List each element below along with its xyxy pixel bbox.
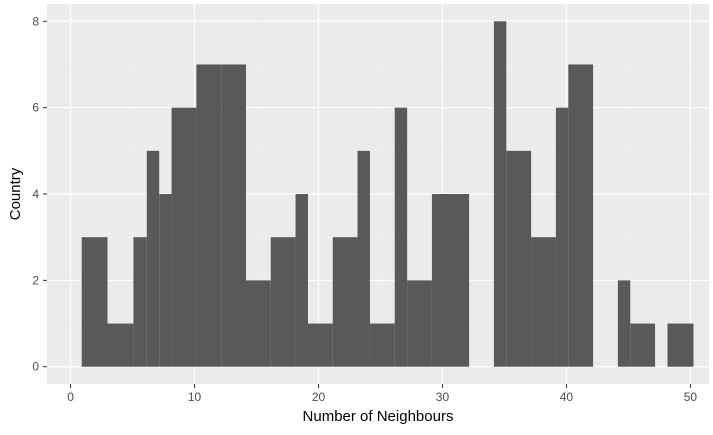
histogram-bar (133, 237, 147, 367)
y-axis: 0 2 4 6 8 (32, 14, 47, 374)
histogram-bar (159, 194, 172, 367)
histogram-bar (493, 21, 507, 367)
histogram-bar (171, 107, 197, 367)
histogram-bar (307, 323, 333, 367)
histogram-bar (394, 107, 408, 367)
histogram-bar (555, 107, 569, 367)
x-tick-label: 50 (684, 390, 698, 404)
x-tick-label: 10 (188, 390, 202, 404)
y-tick-label: 4 (32, 187, 39, 201)
histogram-bar (295, 194, 308, 367)
histogram-bar (667, 323, 694, 367)
histogram-bar (81, 237, 108, 367)
histogram-bar (357, 150, 370, 367)
y-tick-label: 8 (32, 14, 39, 28)
x-tick-label: 0 (67, 390, 74, 404)
y-tick-label: 0 (32, 360, 39, 374)
histogram-bar (245, 280, 271, 367)
histogram-bar (568, 64, 594, 367)
y-tick-label: 6 (32, 101, 39, 115)
bars (81, 21, 694, 367)
histogram-bar (506, 150, 532, 367)
x-tick-label: 40 (560, 390, 574, 404)
histogram-bar (270, 237, 296, 367)
x-axis-title: Number of Neighbours (303, 408, 454, 425)
histogram-bar (107, 323, 134, 367)
histogram-bar (332, 237, 358, 367)
y-tick-label: 2 (32, 273, 39, 287)
y-axis-title: Country (7, 167, 24, 220)
histogram-bar (146, 150, 160, 367)
histogram-bar (431, 194, 470, 367)
x-tick-label: 20 (312, 390, 326, 404)
x-tick-label: 30 (436, 390, 450, 404)
histogram-bar (369, 323, 395, 367)
x-axis: 0 10 20 30 40 50 (67, 384, 697, 404)
histogram-bar (196, 64, 222, 367)
histogram-bar (407, 280, 432, 367)
histogram-bar (531, 237, 556, 367)
histogram-bar (630, 323, 656, 367)
histogram-bar (221, 64, 246, 367)
histogram-bar (617, 280, 631, 367)
